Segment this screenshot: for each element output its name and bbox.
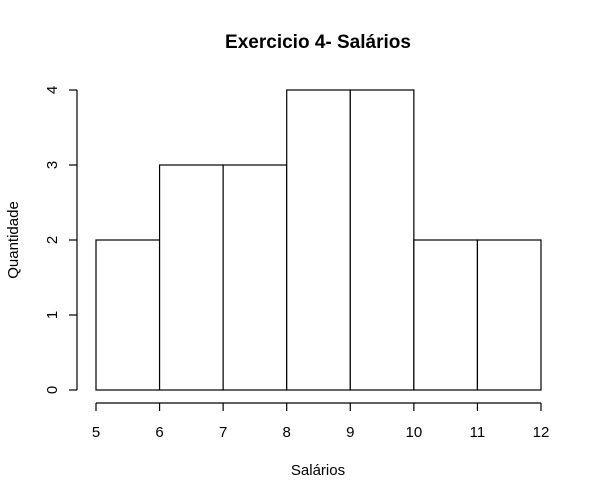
y-axis: 0 1 2 3 4 — [44, 86, 78, 394]
x-axis-label: Salários — [291, 462, 345, 479]
x-tick-label-11: 11 — [470, 424, 486, 441]
histogram-bar-3 — [222, 164, 288, 391]
histogram-bar-4 — [286, 89, 351, 391]
y-tick-label-2: 2 — [44, 236, 61, 244]
x-tick-label-12: 12 — [533, 424, 550, 441]
histogram-bar-5 — [349, 89, 415, 391]
x-tick-label-10: 10 — [406, 424, 423, 441]
x-tick-label-7: 7 — [219, 424, 227, 441]
bars-group — [95, 89, 542, 391]
histogram-bar-7 — [476, 239, 542, 391]
histogram-bar-1 — [95, 239, 161, 391]
y-tick-label-4: 4 — [44, 86, 61, 94]
x-tick-label-5: 5 — [92, 424, 100, 441]
x-axis: 5 6 7 8 9 10 11 12 — [92, 402, 550, 441]
x-tick-label-6: 6 — [155, 424, 163, 441]
y-tick-label-0: 0 — [44, 386, 61, 394]
x-tick-label-8: 8 — [283, 424, 291, 441]
histogram-bar-2 — [158, 164, 224, 391]
y-tick-label-1: 1 — [44, 311, 61, 319]
y-tick-label-3: 3 — [44, 161, 61, 169]
histogram-bar-6 — [413, 239, 479, 391]
y-axis-label: Quantidade — [5, 201, 22, 279]
chart-title: Exercicio 4- Salários — [225, 32, 411, 53]
x-tick-label-9: 9 — [346, 424, 354, 441]
